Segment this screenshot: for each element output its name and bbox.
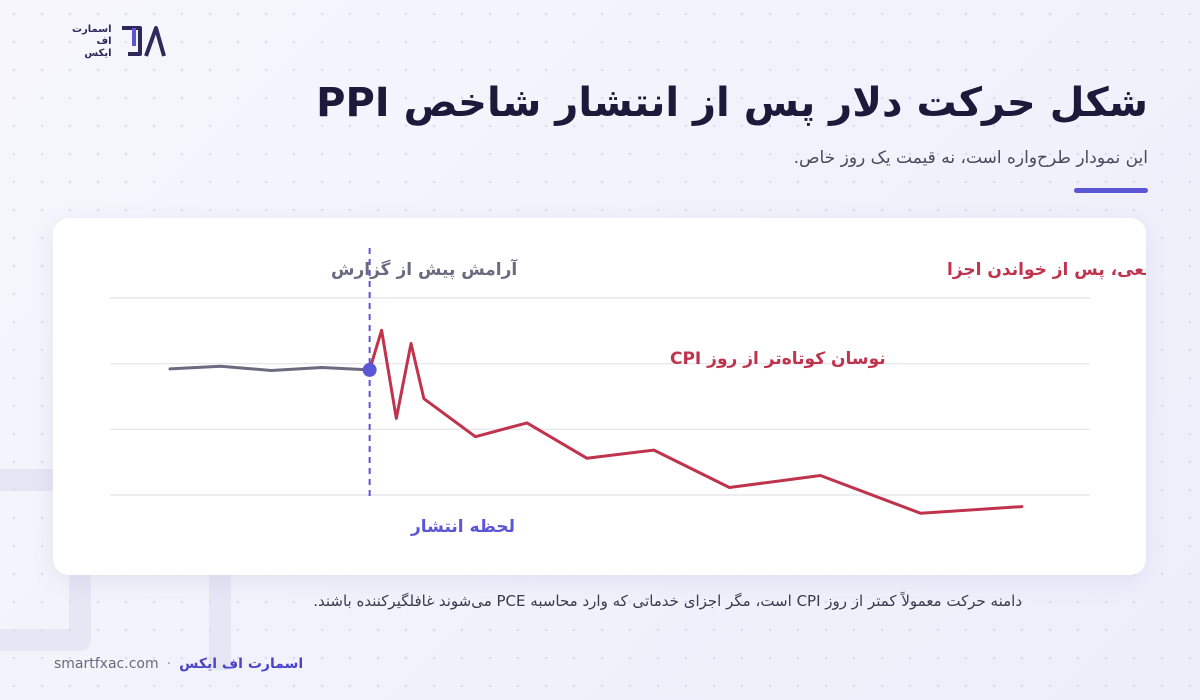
footer-brand-name: اسمارت اف ایکس: [179, 656, 304, 672]
brand-logo[interactable]: اسمارت اف ایکس: [72, 22, 168, 62]
page-subtitle: این نمودار طرح‌واره است، نه قیمت یک روز …: [793, 148, 1148, 168]
title-accent-underline: [1074, 188, 1148, 193]
release-point: [362, 362, 377, 377]
footer-separator: ·: [166, 656, 172, 672]
brand-mark-icon: [121, 26, 166, 57]
brand-logo-text: اسمارت اف ایکس: [72, 24, 112, 60]
logo-line-1: اسمارت: [72, 24, 112, 35]
footer-website-link[interactable]: smartfxac.com: [54, 656, 159, 672]
chart-card: آرامش پیش از گزارش روند واقعی، پس از خوان…: [53, 218, 1146, 575]
release-label: لحظه انتشار: [410, 517, 515, 537]
trend-label: روند واقعی، پس از خواندن اجزا: [947, 260, 1146, 280]
ppi-dollar-chart: آرامش پیش از گزارش روند واقعی، پس از خوان…: [110, 248, 1146, 537]
series-line-calm: [168, 364, 372, 372]
footer: smartfxac.com · اسمارت اف ایکس: [54, 656, 303, 672]
logo-line-3: ایکس: [84, 48, 112, 59]
page-title: شکل حرکت دلار پس از انتشار شاخص PPI: [316, 80, 1148, 126]
chart-footnote: دامنه حرکت معمولاً کمتر از روز CPI است، …: [313, 592, 1022, 610]
series-line-reaction: [368, 328, 1024, 515]
calm-label: آرامش پیش از گزارش: [331, 258, 518, 280]
volatility-label: نوسان کوتاه‌تر از روز CPI: [670, 349, 886, 369]
logo-line-2: اف: [96, 36, 112, 47]
